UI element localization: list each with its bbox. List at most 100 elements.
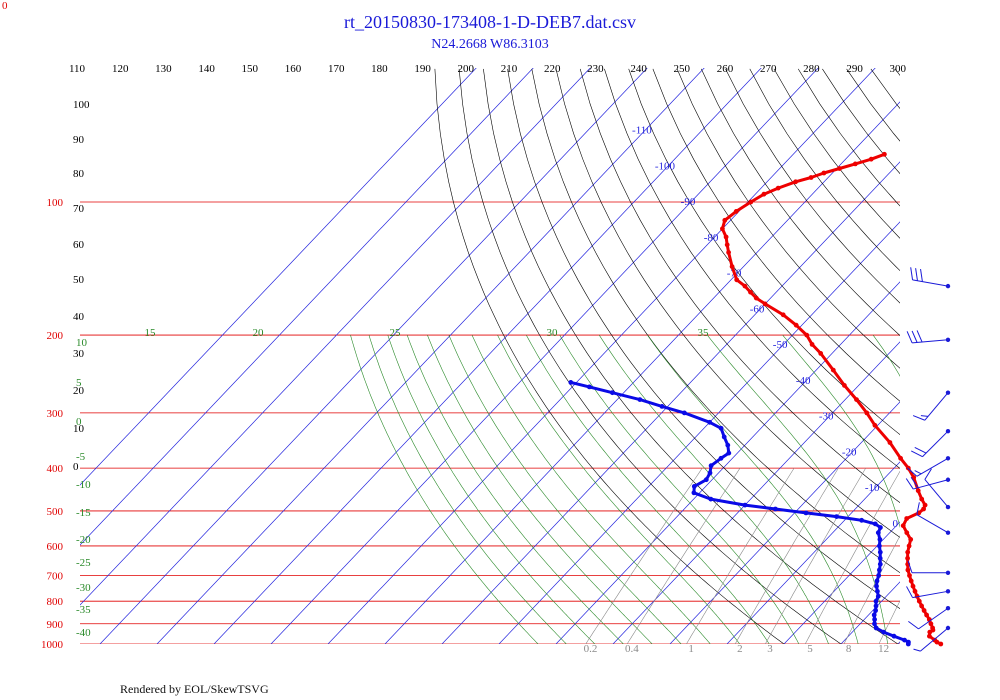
moist-left-label: 0 bbox=[76, 416, 82, 428]
wind-barb-station bbox=[945, 477, 951, 482]
theta-top-label: 240 bbox=[630, 63, 647, 75]
moist-left-label: -40 bbox=[76, 627, 91, 639]
temperature-point bbox=[910, 583, 916, 589]
dewpoint-point bbox=[877, 549, 883, 555]
temperature-point bbox=[762, 301, 768, 307]
isotherm-line bbox=[99, 68, 648, 644]
wind-barb-flag bbox=[906, 586, 913, 598]
temperature-point bbox=[930, 625, 935, 631]
temperature-point bbox=[898, 455, 903, 461]
wind-barb bbox=[906, 586, 951, 599]
isotherm-line bbox=[327, 68, 876, 644]
isotherm-label: -10 bbox=[865, 482, 880, 494]
wind-barb bbox=[912, 390, 951, 421]
dry-adiabat-line bbox=[531, 68, 900, 574]
dewpoint-point bbox=[877, 537, 883, 542]
pressure-tick-label: 1000 bbox=[41, 639, 64, 651]
temperature-point bbox=[837, 166, 842, 171]
dry-adiabat-line bbox=[944, 69, 1000, 654]
theta-left-label: 90 bbox=[73, 134, 85, 146]
theta-top-label: 300 bbox=[890, 63, 907, 75]
moist-adiabat-line bbox=[368, 335, 567, 644]
isotherm-line bbox=[213, 68, 762, 644]
dewpoint-point bbox=[877, 543, 882, 549]
temperature-point bbox=[904, 516, 910, 521]
pressure-tick-label: 800 bbox=[47, 596, 64, 608]
isotherm-label: -80 bbox=[704, 232, 719, 244]
theta-top-label: 270 bbox=[760, 63, 777, 75]
wind-barb-station bbox=[945, 337, 951, 342]
theta-top-label: 220 bbox=[544, 63, 561, 75]
moist-adiabat-line bbox=[471, 334, 711, 644]
dewpoint-point bbox=[742, 502, 748, 508]
dewpoint-point bbox=[873, 598, 879, 604]
dewpoint-point bbox=[881, 629, 886, 635]
wind-barb-staff bbox=[912, 279, 949, 287]
temperature-point bbox=[904, 530, 910, 536]
temperature-point bbox=[804, 332, 810, 338]
temperature-point bbox=[830, 367, 836, 373]
temperature-point bbox=[818, 351, 824, 356]
axis-labels: 1002003004005006007008009001000-110-100-… bbox=[41, 63, 907, 655]
dry-adiabat-line bbox=[676, 68, 900, 369]
temperature-point bbox=[921, 608, 927, 613]
moist-adiabat-line bbox=[406, 334, 624, 644]
wind-barb-flag bbox=[906, 331, 913, 344]
mixing-ratio-label: 0.4 bbox=[625, 643, 639, 655]
wind-barb bbox=[906, 330, 951, 344]
dewpoint-point bbox=[707, 419, 713, 425]
moist-adiabat-line bbox=[526, 334, 770, 644]
isotherm-label: -50 bbox=[773, 339, 788, 351]
isotherm-line bbox=[612, 341, 900, 644]
dewpoint-point bbox=[877, 555, 883, 561]
dry-adiabat-line bbox=[725, 68, 900, 304]
temperature-point bbox=[872, 422, 878, 428]
moist-adiabat-line bbox=[350, 335, 539, 644]
temperature-point bbox=[761, 191, 767, 197]
wind-barb bbox=[907, 456, 951, 477]
temperature-point bbox=[915, 488, 921, 494]
temperature-point bbox=[905, 555, 910, 561]
dewpoint-point bbox=[726, 450, 732, 456]
moist-adiabat-line bbox=[647, 334, 859, 644]
dewpoint-point bbox=[703, 477, 709, 483]
dewpoint-point bbox=[834, 514, 839, 519]
mixing-ratio-label: 12 bbox=[878, 643, 889, 655]
wind-barb-flag bbox=[910, 267, 914, 280]
wind-barb-staff bbox=[916, 514, 949, 534]
mixing-ratio-line bbox=[585, 467, 703, 644]
dewpoint-point bbox=[877, 567, 882, 573]
temperature-point bbox=[753, 295, 759, 301]
moist-adiabat-line bbox=[707, 334, 889, 644]
moist-left-label: -10 bbox=[76, 479, 91, 491]
moist-adiabat-line bbox=[872, 334, 900, 377]
wind-barb-staff bbox=[912, 590, 949, 599]
moist-adiabat-line bbox=[427, 334, 653, 644]
dewpoint-point bbox=[721, 434, 727, 440]
theta-left-label: 40 bbox=[73, 311, 85, 323]
temperature-point bbox=[842, 383, 847, 388]
theta-left-label: 10 bbox=[73, 423, 85, 435]
theta-top-label: 230 bbox=[587, 63, 604, 75]
dewpoint-point bbox=[875, 593, 881, 599]
wind-barb bbox=[916, 502, 951, 535]
dewpoint-point bbox=[906, 639, 911, 645]
dewpoint-point bbox=[691, 484, 697, 489]
moist-adiabat-line bbox=[559, 334, 800, 644]
render-credit: Rendered by EOL/SkewTSVG bbox=[120, 682, 269, 696]
isotherm-label: -110 bbox=[632, 125, 652, 137]
mixing-ratio-label: 2 bbox=[737, 643, 743, 655]
temperature-point bbox=[729, 264, 735, 269]
isotherm-label: -40 bbox=[796, 375, 811, 387]
theta-top-label: 260 bbox=[717, 63, 734, 75]
moist-adiabat-label: 25 bbox=[390, 327, 402, 339]
wind-barbs bbox=[905, 267, 951, 652]
mixing-ratio-line bbox=[764, 467, 866, 644]
pressure-tick-label: 400 bbox=[47, 463, 64, 475]
dewpoint-line bbox=[570, 380, 910, 645]
dry-adiabat-line bbox=[555, 68, 900, 538]
temperature-point bbox=[720, 226, 725, 232]
wind-barb bbox=[924, 468, 951, 510]
temperature-point bbox=[793, 322, 799, 328]
isotherm-line bbox=[726, 461, 900, 644]
